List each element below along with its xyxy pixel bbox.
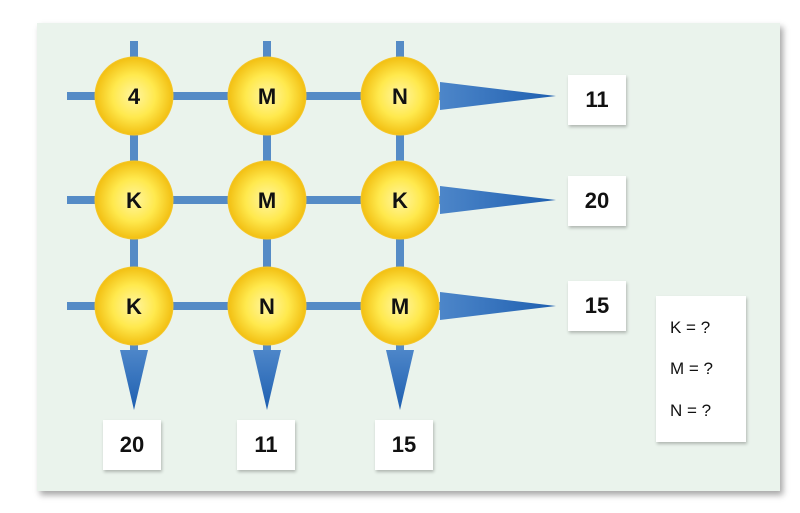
grid-node: N [360, 56, 440, 136]
node-label: M [258, 188, 276, 213]
row-arrow-3 [440, 292, 556, 320]
node-label: N [392, 84, 408, 109]
column-result-1: 20 [103, 420, 161, 470]
node-label: M [391, 294, 409, 319]
grid-node: N [227, 266, 307, 346]
grid-node: K [94, 160, 174, 240]
row-arrows [440, 82, 556, 320]
row-result-3: 15 [568, 281, 626, 331]
question-box: K = ? M = ? N = ? [656, 296, 746, 442]
node-label: 4 [128, 84, 141, 109]
node-label: K [392, 188, 408, 213]
column-arrow-2 [253, 350, 281, 410]
row-arrow-2 [440, 186, 556, 214]
question-k: K = ? [670, 317, 711, 337]
node-label: M [258, 84, 276, 109]
node-label: N [259, 294, 275, 319]
node-label: K [126, 188, 142, 213]
grid-node: M [227, 160, 307, 240]
column-result-2: 11 [237, 420, 295, 470]
row-arrow-1 [440, 82, 556, 110]
grid-node: K [360, 160, 440, 240]
grid-node: M [227, 56, 307, 136]
row-result-2: 20 [568, 176, 626, 226]
column-arrows [120, 350, 414, 410]
grid-nodes: 4 M N K M K K N [94, 56, 440, 346]
grid-node: K [94, 266, 174, 346]
column-result-3: 15 [375, 420, 433, 470]
column-arrow-3 [386, 350, 414, 410]
grid-node: M [360, 266, 440, 346]
row-result-1: 11 [568, 75, 626, 125]
column-arrow-1 [120, 350, 148, 410]
question-n: N = ? [670, 400, 712, 420]
question-m: M = ? [670, 359, 713, 378]
grid-node: 4 [94, 56, 174, 136]
node-label: K [126, 294, 142, 319]
